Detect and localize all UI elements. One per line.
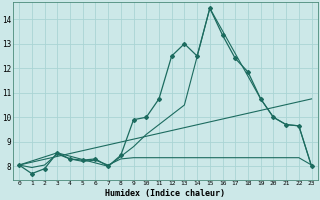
X-axis label: Humidex (Indice chaleur): Humidex (Indice chaleur) [105,189,225,198]
